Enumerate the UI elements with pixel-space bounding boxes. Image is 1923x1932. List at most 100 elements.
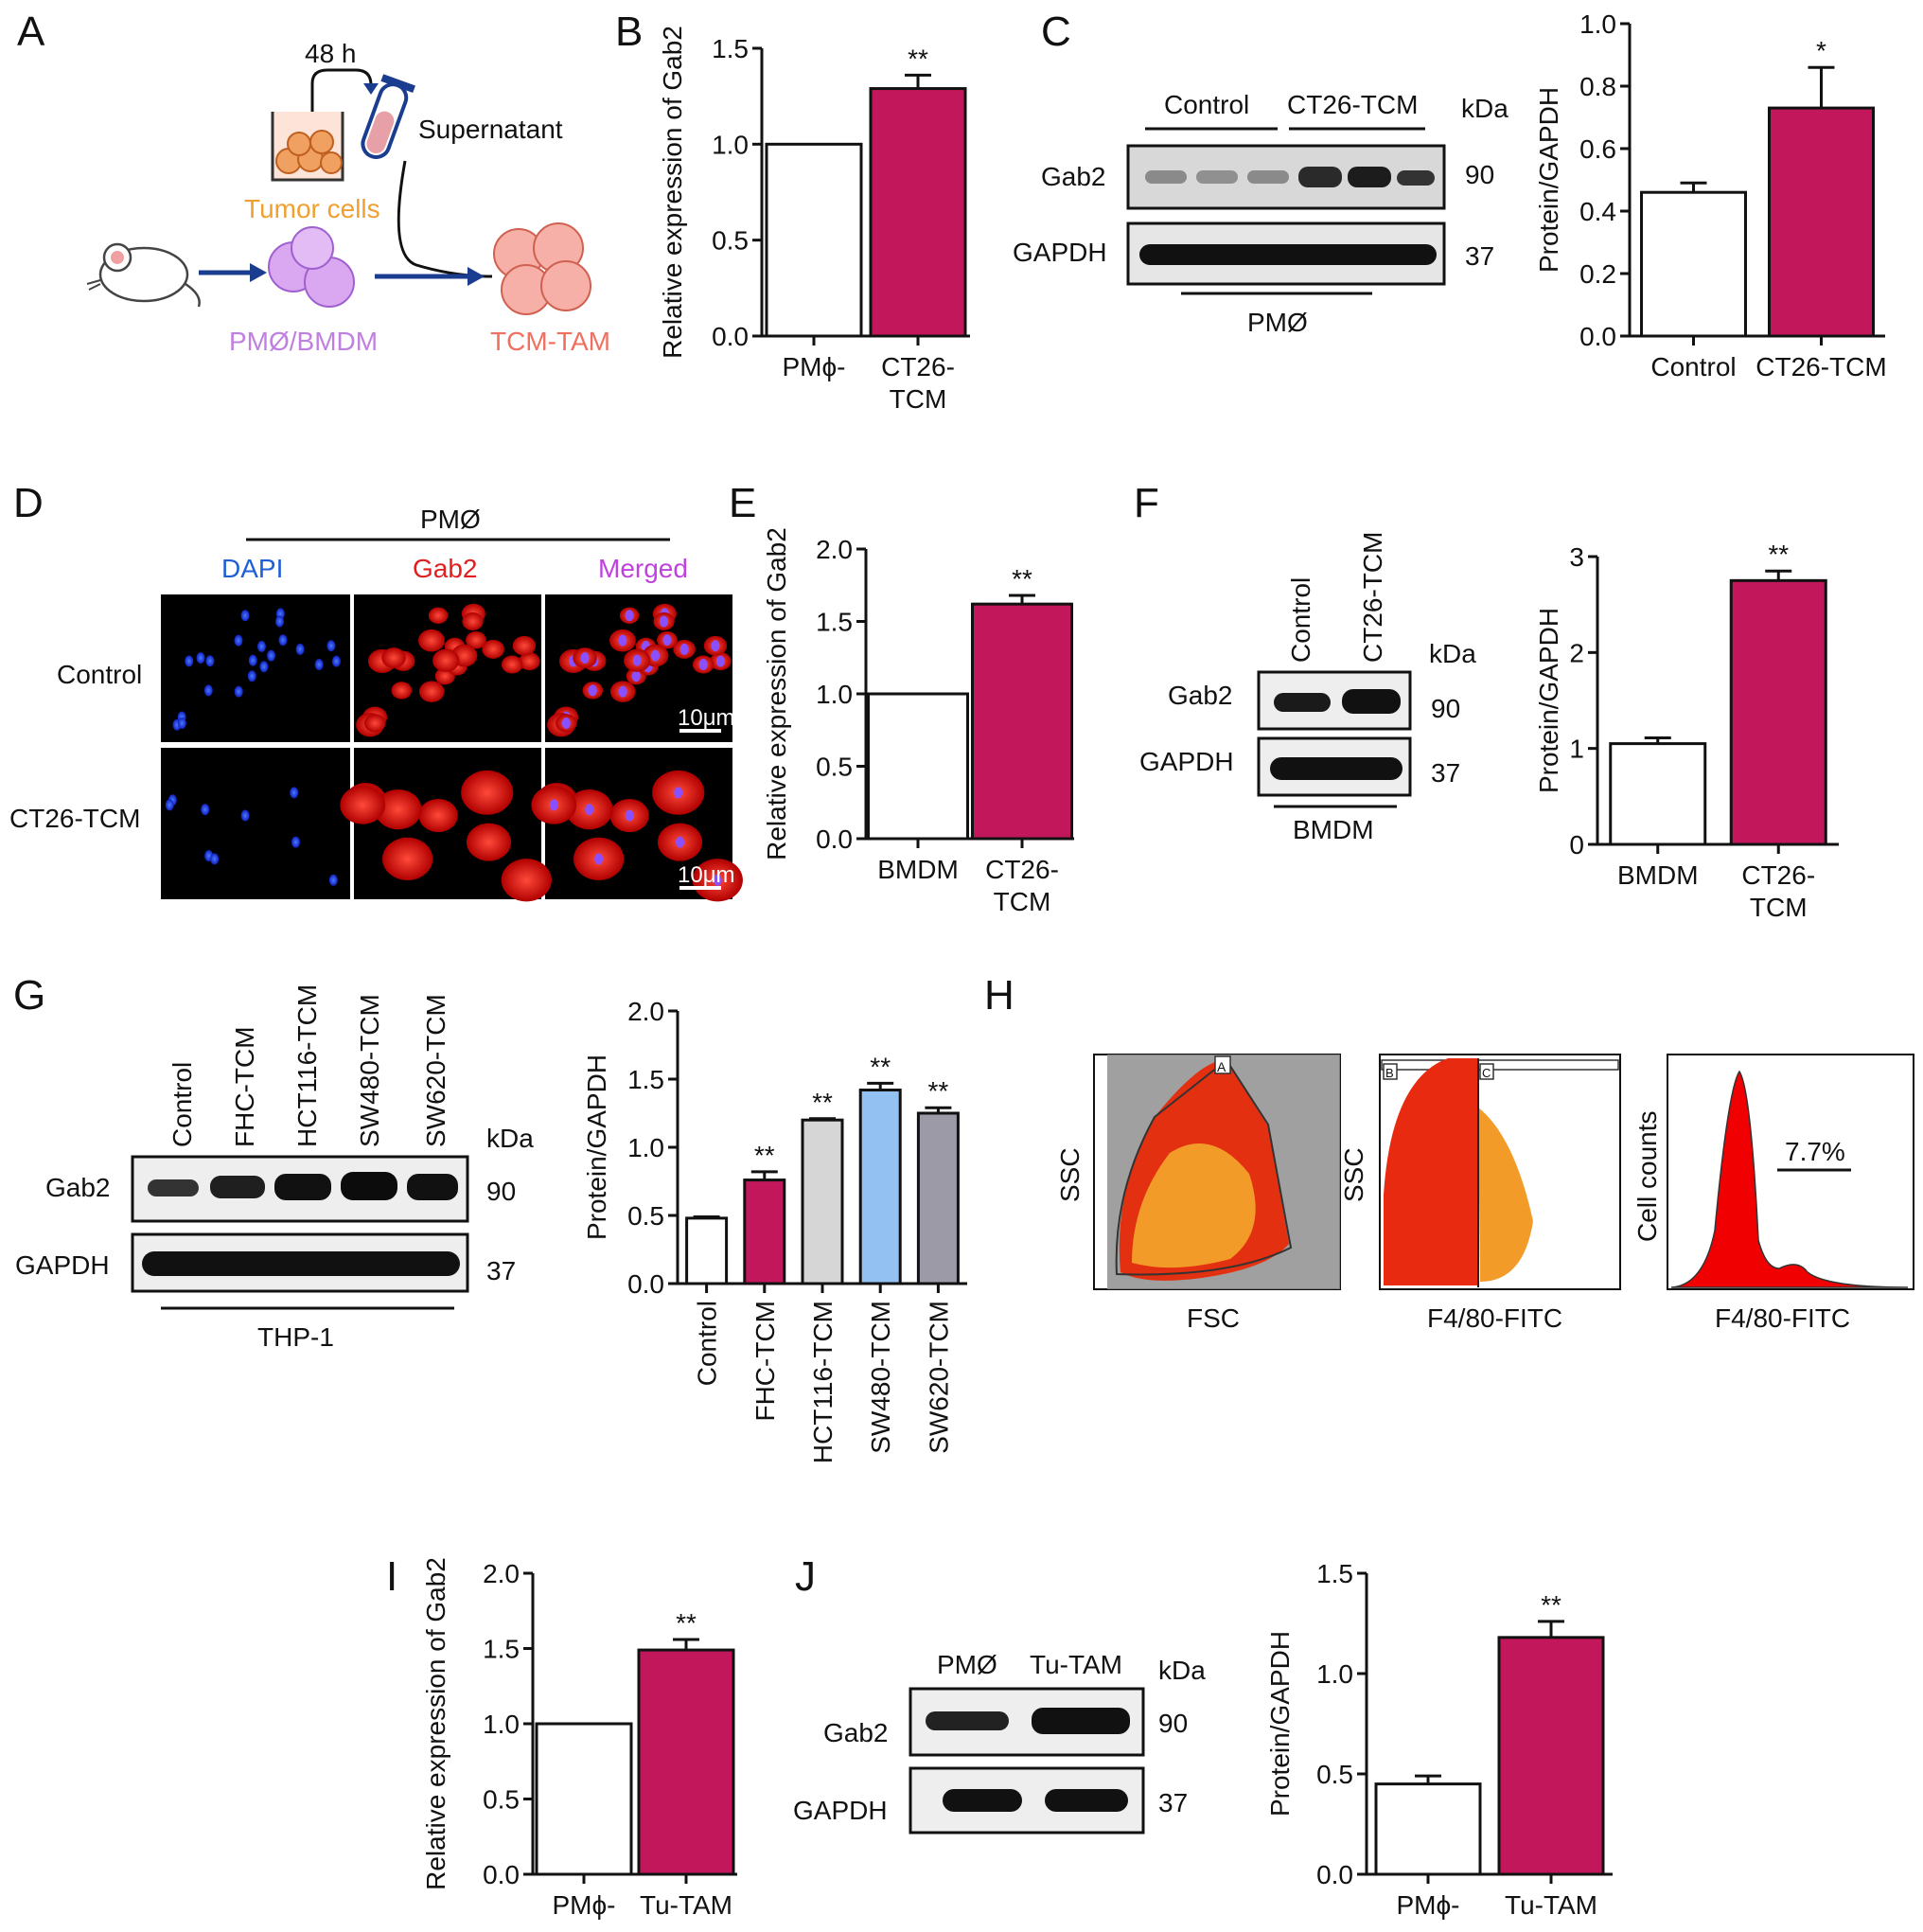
y-tick-label: 3 bbox=[1569, 542, 1584, 572]
y-tick-label: 0.5 bbox=[1316, 1760, 1353, 1789]
arrow-head-icon bbox=[250, 263, 267, 282]
nucleus bbox=[290, 787, 299, 799]
x-tick-label: SW620-TCM bbox=[924, 1301, 953, 1454]
chart-g: 0.0 0.5 1.0 1.5 2.0 Protein/GAPDH Control ** FHC… bbox=[582, 997, 967, 1463]
nucleus bbox=[234, 685, 243, 698]
nucleus bbox=[196, 652, 205, 665]
panel-j-blot: PMØ Tu-TAM kDa Gab2 GAPDH 90 37 bbox=[793, 1650, 1206, 1835]
y-axis-label: Protein/GAPDH bbox=[1534, 87, 1563, 273]
x-tick-label: PMϕ- bbox=[552, 1890, 615, 1920]
x-tick-label: CT26-TCM bbox=[985, 855, 1059, 916]
tumor-cells-label: Tumor cells bbox=[244, 194, 380, 223]
row-ct26: CT26-TCM bbox=[9, 804, 140, 833]
tcm-tam-label: TCM-TAM bbox=[490, 327, 610, 356]
y-axis-label: Protein/GAPDH bbox=[582, 1055, 611, 1240]
band-label-gab2: Gab2 bbox=[823, 1718, 889, 1747]
flow-plot-3 bbox=[1667, 1054, 1914, 1290]
y-tick-label: 0.0 bbox=[816, 824, 853, 854]
x-tick-label-line: Tu-TAM bbox=[640, 1890, 732, 1920]
bar bbox=[1374, 1782, 1482, 1876]
significance-marker: ** bbox=[676, 1608, 697, 1638]
significance-marker: ** bbox=[1768, 540, 1789, 569]
time-label: 48 h bbox=[305, 39, 357, 68]
x-tick-label-line: BMDM bbox=[877, 855, 959, 884]
x-tick-label: PMϕ- bbox=[782, 352, 845, 381]
x-tick-label: Control bbox=[1650, 352, 1736, 381]
bands-gapdh bbox=[1139, 244, 1437, 265]
group-label-0: Control bbox=[168, 1062, 197, 1147]
x-tick-label-line: CT26- bbox=[985, 855, 1059, 884]
nucleus bbox=[203, 684, 213, 697]
cell-gab2 bbox=[391, 682, 413, 700]
img-dapi-ct26 bbox=[161, 748, 350, 899]
x-tick-label-line: TCM bbox=[1750, 893, 1808, 922]
size-90: 90 bbox=[486, 1177, 516, 1206]
panel-label-e: E bbox=[729, 480, 756, 526]
y-tick-label: 0.4 bbox=[1579, 197, 1616, 226]
h3-xlabel: F4/80-FITC bbox=[1715, 1303, 1850, 1333]
y-tick-label: 1.5 bbox=[1316, 1559, 1353, 1588]
y-tick-label: 0.2 bbox=[1579, 259, 1616, 289]
y-tick-label: 0.5 bbox=[712, 226, 749, 256]
size-37: 37 bbox=[1465, 241, 1494, 271]
y-tick-label: 2.0 bbox=[627, 997, 664, 1026]
x-tick-label-line: PMϕ- bbox=[782, 352, 845, 381]
channel-merged: Merged bbox=[598, 554, 688, 583]
x-tick-label-line: CT26- bbox=[881, 352, 955, 381]
bar bbox=[637, 1648, 735, 1876]
scale-label-ct26: 10μm bbox=[678, 862, 735, 888]
bar bbox=[916, 1111, 960, 1285]
size-37: 37 bbox=[486, 1256, 516, 1285]
nucleus-merged bbox=[651, 649, 661, 662]
size-90: 90 bbox=[1158, 1709, 1188, 1738]
group-label-control: Control bbox=[1286, 577, 1315, 663]
panel-f-blot: Control CT26-TCM kDa Gab2 GAPDH 90 37 BM… bbox=[1139, 532, 1476, 844]
panel-label-i: I bbox=[386, 1553, 397, 1600]
x-tick-label: Tu-TAM bbox=[1505, 1890, 1597, 1920]
y-tick-label: 1.0 bbox=[627, 1133, 664, 1162]
nucleus-merged bbox=[618, 685, 627, 698]
y-axis-label: Relative expression of Gab2 bbox=[421, 1557, 450, 1890]
y-tick-label: 0.0 bbox=[1579, 322, 1616, 351]
x-tick-label: CT26-TCM bbox=[1741, 860, 1815, 922]
nucleus-merged bbox=[549, 799, 558, 811]
group-label-tutam: Tu-TAM bbox=[1030, 1650, 1122, 1679]
y-tick-label: 0 bbox=[1569, 830, 1584, 860]
y-tick-label: 0.8 bbox=[1579, 72, 1616, 101]
y-tick-label: 0.5 bbox=[816, 753, 853, 782]
panel-label-c: C bbox=[1041, 9, 1071, 55]
bar bbox=[1497, 1636, 1605, 1876]
y-tick-label: 2 bbox=[1569, 638, 1584, 667]
x-tick-label-line: BMDM bbox=[1617, 860, 1699, 890]
nucleus-merged bbox=[676, 836, 685, 848]
significance-marker: ** bbox=[908, 44, 928, 73]
x-tick-label: Tu-TAM bbox=[640, 1890, 732, 1920]
x-tick-label-line: PMϕ- bbox=[1396, 1890, 1459, 1920]
y-tick-label: 0.0 bbox=[627, 1269, 664, 1299]
cell-gab2 bbox=[512, 635, 537, 656]
y-axis-label: Relative expression of Gab2 bbox=[762, 527, 791, 860]
x-tick-label: CT26-TCM bbox=[1755, 352, 1886, 381]
y-tick-label: 0.0 bbox=[712, 322, 749, 351]
panel-h-flow: SSC FSC A SSC F4/80-FITC B C Cell counts… bbox=[1055, 1054, 1914, 1333]
cell-gab2 bbox=[519, 652, 540, 671]
group-label-control: Control bbox=[1164, 90, 1249, 119]
row-control: Control bbox=[57, 660, 142, 689]
band-label-gab2: Gab2 bbox=[1168, 681, 1233, 710]
y-tick-label: 1.0 bbox=[712, 130, 749, 159]
y-tick-label: 1.0 bbox=[1316, 1659, 1353, 1689]
nucleus bbox=[256, 640, 266, 652]
nucleus-merged bbox=[662, 634, 672, 647]
nucleus-merged bbox=[625, 809, 634, 822]
nucleus-merged bbox=[711, 640, 720, 652]
cell-gab2 bbox=[418, 681, 445, 702]
cell-gab2 bbox=[340, 786, 386, 824]
group-label-ct26: CT26-TCM bbox=[1287, 90, 1418, 119]
gate-c: C bbox=[1482, 1066, 1491, 1080]
y-tick-label: 1.5 bbox=[627, 1065, 664, 1094]
nucleus-merged bbox=[674, 787, 683, 799]
nucleus bbox=[201, 804, 210, 816]
chart-i: 0.0 0.5 1.0 1.5 2.0 Relative expression of Ga… bbox=[421, 1557, 737, 1920]
significance-marker: * bbox=[1816, 36, 1826, 65]
size-37: 37 bbox=[1158, 1788, 1188, 1817]
